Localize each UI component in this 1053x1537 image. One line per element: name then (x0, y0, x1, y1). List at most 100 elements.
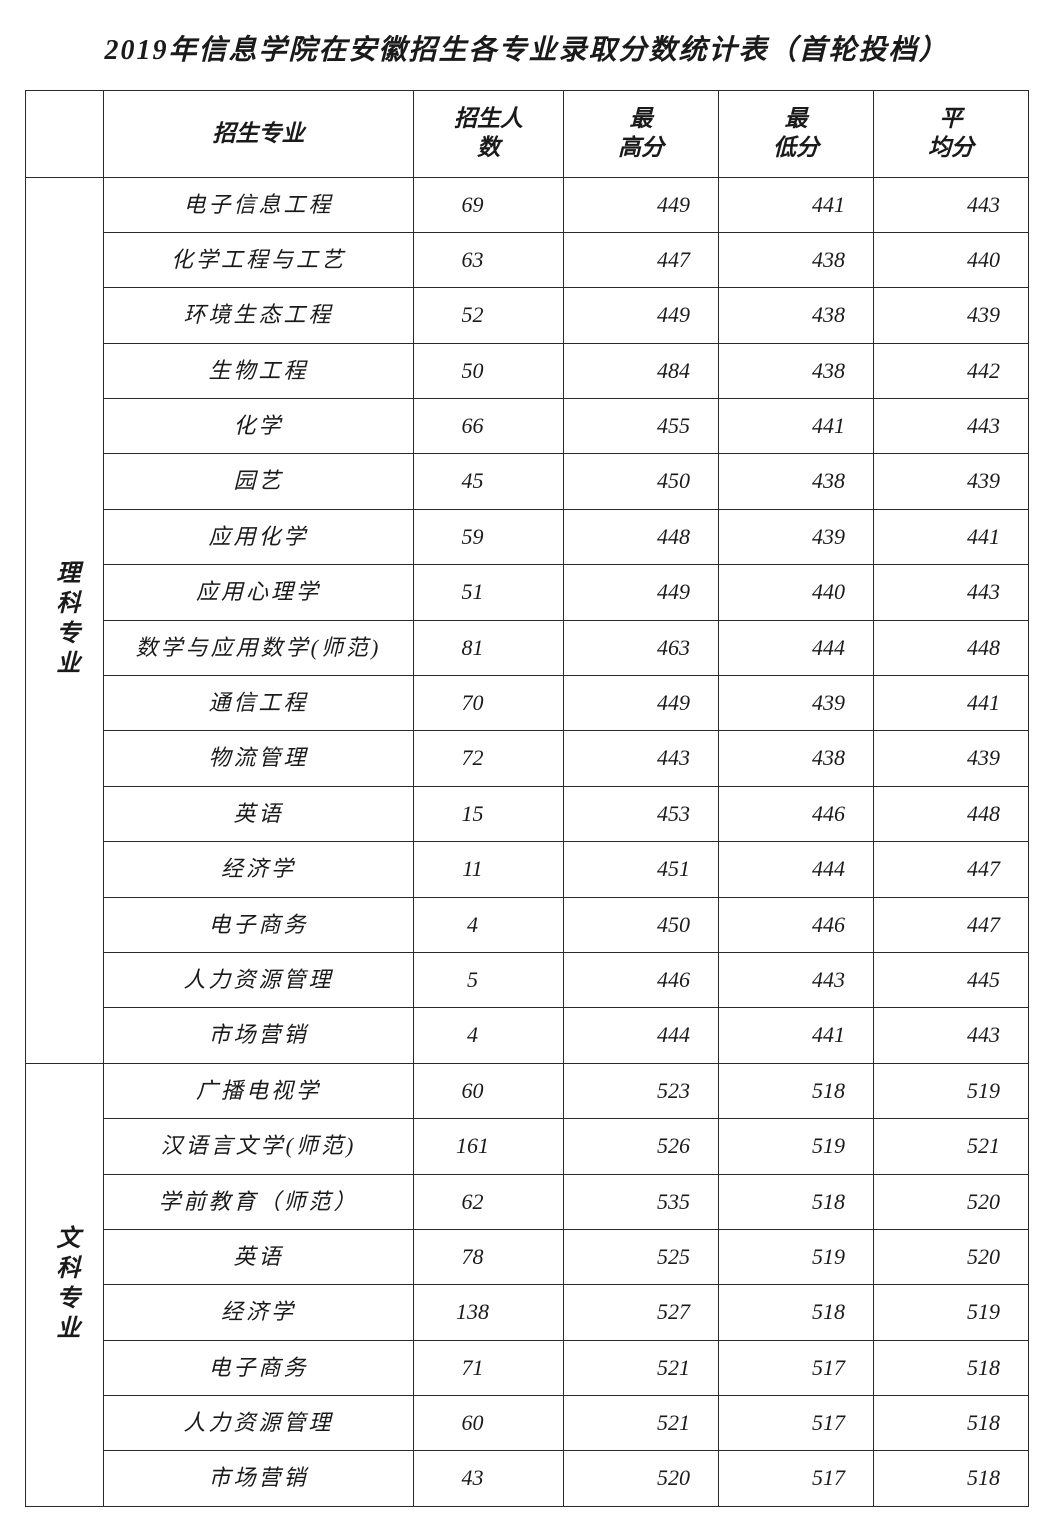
count-cell: 5 (414, 952, 564, 1007)
max-cell: 450 (564, 897, 719, 952)
major-cell: 经济学 (104, 842, 414, 897)
col-header-max: 最 高分 (564, 91, 719, 178)
max-cell: 443 (564, 731, 719, 786)
major-cell: 广播电视学 (104, 1063, 414, 1118)
count-cell: 161 (414, 1119, 564, 1174)
count-cell: 45 (414, 454, 564, 509)
table-row: 应用心理学51449440443 (26, 565, 1029, 620)
page-title: 2019年信息学院在安徽招生各专业录取分数统计表（首轮投档） (25, 30, 1028, 72)
max-cell: 449 (564, 676, 719, 731)
max-cell: 449 (564, 288, 719, 343)
col-header-min: 最 低分 (719, 91, 874, 178)
min-cell: 438 (719, 731, 874, 786)
major-cell: 环境生态工程 (104, 288, 414, 343)
avg-cell: 520 (874, 1174, 1029, 1229)
table-row: 园艺45450438439 (26, 454, 1029, 509)
major-cell: 电子商务 (104, 1340, 414, 1395)
max-cell: 449 (564, 565, 719, 620)
count-cell: 66 (414, 399, 564, 454)
max-cell: 535 (564, 1174, 719, 1229)
avg-cell: 445 (874, 952, 1029, 1007)
major-cell: 英语 (104, 1229, 414, 1284)
max-cell: 520 (564, 1451, 719, 1506)
count-cell: 70 (414, 676, 564, 731)
major-cell: 生物工程 (104, 343, 414, 398)
category-cell: 文科专业 (26, 1063, 104, 1506)
min-cell: 441 (719, 1008, 874, 1063)
count-cell: 60 (414, 1396, 564, 1451)
avg-cell: 519 (874, 1063, 1029, 1118)
table-row: 英语78525519520 (26, 1229, 1029, 1284)
avg-cell: 519 (874, 1285, 1029, 1340)
min-cell: 519 (719, 1119, 874, 1174)
table-row: 理科专业电子信息工程69449441443 (26, 177, 1029, 232)
count-cell: 69 (414, 177, 564, 232)
min-cell: 446 (719, 897, 874, 952)
count-cell: 71 (414, 1340, 564, 1395)
avg-cell: 447 (874, 842, 1029, 897)
major-cell: 化学 (104, 399, 414, 454)
table-row: 生物工程50484438442 (26, 343, 1029, 398)
max-cell: 444 (564, 1008, 719, 1063)
avg-cell: 440 (874, 232, 1029, 287)
major-cell: 应用心理学 (104, 565, 414, 620)
max-cell: 527 (564, 1285, 719, 1340)
min-cell: 519 (719, 1229, 874, 1284)
table-row: 化学工程与工艺63447438440 (26, 232, 1029, 287)
scores-table: 招生专业 招生人 数 最 高分 最 低分 平 均分 理科专业电子信息工程6944… (25, 90, 1029, 1507)
count-cell: 11 (414, 842, 564, 897)
count-cell: 78 (414, 1229, 564, 1284)
table-row: 市场营销4444441443 (26, 1008, 1029, 1063)
table-row: 数学与应用数学(师范)81463444448 (26, 620, 1029, 675)
avg-cell: 518 (874, 1451, 1029, 1506)
count-cell: 15 (414, 786, 564, 841)
major-cell: 经济学 (104, 1285, 414, 1340)
count-cell: 50 (414, 343, 564, 398)
table-row: 电子商务4450446447 (26, 897, 1029, 952)
avg-cell: 521 (874, 1119, 1029, 1174)
major-cell: 人力资源管理 (104, 1396, 414, 1451)
min-cell: 441 (719, 399, 874, 454)
count-cell: 62 (414, 1174, 564, 1229)
major-cell: 应用化学 (104, 509, 414, 564)
col-header-category (26, 91, 104, 178)
major-cell: 人力资源管理 (104, 952, 414, 1007)
table-row: 化学66455441443 (26, 399, 1029, 454)
major-cell: 市场营销 (104, 1008, 414, 1063)
max-cell: 455 (564, 399, 719, 454)
max-cell: 484 (564, 343, 719, 398)
count-cell: 138 (414, 1285, 564, 1340)
avg-cell: 442 (874, 343, 1029, 398)
table-row: 经济学11451444447 (26, 842, 1029, 897)
avg-cell: 443 (874, 399, 1029, 454)
major-cell: 学前教育（师范） (104, 1174, 414, 1229)
avg-cell: 441 (874, 509, 1029, 564)
min-cell: 439 (719, 676, 874, 731)
col-header-major: 招生专业 (104, 91, 414, 178)
table-row: 经济学138527518519 (26, 1285, 1029, 1340)
min-cell: 438 (719, 232, 874, 287)
min-cell: 438 (719, 343, 874, 398)
col-header-count: 招生人 数 (414, 91, 564, 178)
count-cell: 4 (414, 897, 564, 952)
count-cell: 59 (414, 509, 564, 564)
avg-cell: 441 (874, 676, 1029, 731)
table-row: 人力资源管理5446443445 (26, 952, 1029, 1007)
table-row: 英语15453446448 (26, 786, 1029, 841)
min-cell: 438 (719, 288, 874, 343)
major-cell: 物流管理 (104, 731, 414, 786)
min-cell: 444 (719, 842, 874, 897)
avg-cell: 518 (874, 1396, 1029, 1451)
min-cell: 440 (719, 565, 874, 620)
category-cell: 理科专业 (26, 177, 104, 1063)
count-cell: 43 (414, 1451, 564, 1506)
min-cell: 444 (719, 620, 874, 675)
min-cell: 446 (719, 786, 874, 841)
max-cell: 447 (564, 232, 719, 287)
max-cell: 526 (564, 1119, 719, 1174)
count-cell: 63 (414, 232, 564, 287)
col-header-avg: 平 均分 (874, 91, 1029, 178)
header-row: 招生专业 招生人 数 最 高分 最 低分 平 均分 (26, 91, 1029, 178)
count-cell: 52 (414, 288, 564, 343)
max-cell: 523 (564, 1063, 719, 1118)
